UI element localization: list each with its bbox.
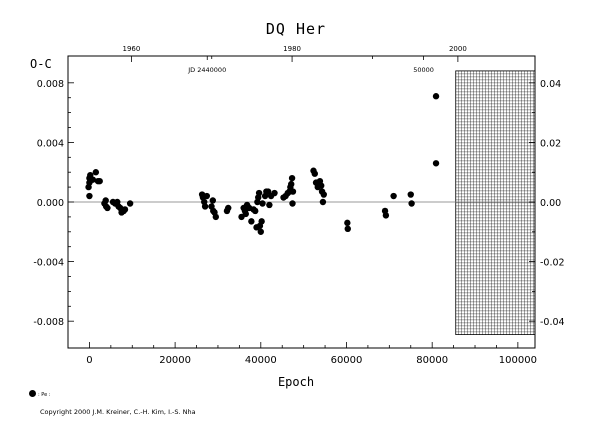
data-point: [86, 192, 93, 200]
data-point: [259, 200, 266, 207]
x-tick-label: 0: [86, 355, 92, 366]
y-tick-label: 0.004: [37, 138, 64, 149]
legend: : Pe :: [29, 390, 51, 398]
data-point: [225, 204, 232, 212]
chart-title: DQ Her: [266, 20, 326, 38]
data-point: [252, 207, 259, 215]
data-point: [258, 218, 265, 225]
y-axis-label: O-C: [30, 57, 52, 71]
data-point: [288, 180, 295, 188]
data-point: [96, 177, 103, 185]
y-tick-label: 0.008: [37, 79, 64, 90]
data-point: [432, 160, 440, 167]
data-point: [104, 204, 111, 212]
data-point: [432, 93, 440, 100]
data-point: [344, 225, 351, 233]
x-tick-label: 80000: [416, 355, 448, 366]
data-point: [289, 188, 297, 195]
data-point: [266, 201, 273, 209]
data-point: [242, 210, 250, 218]
jd-label: JD 2440000: [187, 66, 226, 74]
x-tick-label: 60000: [331, 355, 363, 366]
jd-label: 50000: [413, 66, 434, 74]
top-year-label: 2000: [449, 45, 467, 53]
data-point: [320, 191, 327, 198]
axes: 0 20000 40000 60000 80000 100000 0.008 0.004 0.0…: [33, 45, 564, 366]
data-points: [85, 93, 440, 235]
hatched-region: [455, 70, 536, 335]
data-point: [407, 191, 414, 198]
right-y-tick-label: -0.02: [540, 258, 565, 269]
y-tick-label: -0.004: [33, 258, 64, 269]
copyright-notice: Copyright 2000 J.M. Kreiner, C.-H. Kim, …: [40, 408, 196, 416]
right-y-tick-label: 0.04: [540, 79, 561, 90]
legend-marker: [29, 390, 36, 397]
data-point: [126, 200, 134, 207]
legend-label: : Pe :: [38, 392, 51, 398]
x-tick-label: 20000: [159, 355, 191, 366]
x-axis-label: Epoch: [278, 375, 314, 389]
data-point: [257, 228, 264, 235]
data-point: [121, 206, 129, 213]
data-point: [203, 192, 211, 200]
y-tick-label: 0.000: [37, 198, 64, 209]
right-y-tick-label: 0.00: [540, 198, 561, 209]
data-point: [89, 176, 97, 183]
data-point: [318, 182, 325, 189]
data-point: [248, 218, 255, 225]
top-year-label: 1960: [122, 45, 140, 53]
y-tick-label: -0.008: [33, 317, 64, 328]
x-tick-label: 40000: [245, 355, 277, 366]
data-point: [212, 213, 220, 221]
data-point: [201, 203, 209, 210]
data-point: [408, 200, 415, 207]
data-point: [102, 197, 109, 204]
data-point: [344, 219, 351, 227]
right-y-tick-label: 0.02: [540, 138, 561, 149]
data-point: [288, 174, 296, 182]
data-point: [92, 169, 100, 176]
x-tick-label: 100000: [499, 355, 537, 366]
data-point: [255, 189, 263, 197]
data-point: [390, 192, 397, 200]
data-point: [382, 212, 390, 219]
top-year-label: 1980: [283, 45, 301, 53]
data-point: [209, 197, 217, 204]
data-point: [311, 170, 318, 177]
right-y-tick-label: -0.04: [540, 317, 565, 328]
data-point: [289, 200, 296, 207]
data-point: [319, 198, 327, 206]
data-point: [271, 189, 278, 197]
